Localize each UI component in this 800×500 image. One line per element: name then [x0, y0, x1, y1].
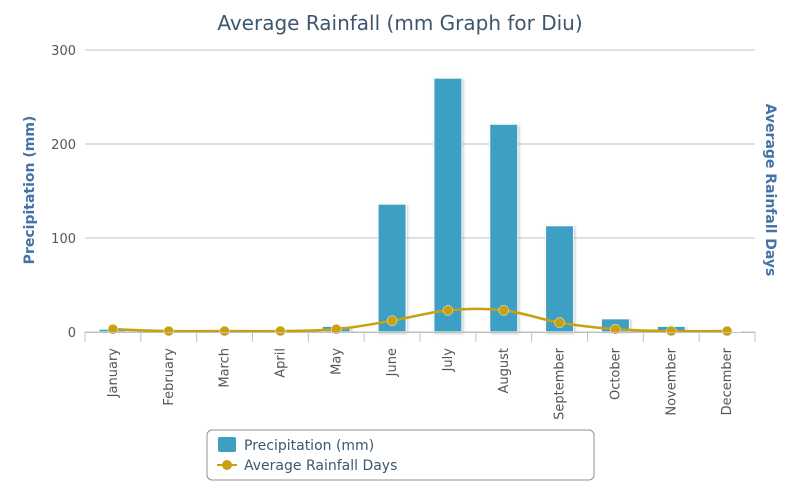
- bar[interactable]: [489, 123, 519, 333]
- line-path: [112, 307, 728, 333]
- bar[interactable]: [377, 203, 407, 333]
- legend-label-rainfall-days: Average Rainfall Days: [244, 458, 397, 474]
- line-point[interactable]: [610, 323, 621, 335]
- x-tick-label: January: [106, 348, 121, 399]
- y-axis-title: Precipitation (mm): [22, 116, 38, 265]
- line-point[interactable]: [554, 317, 565, 328]
- line-point[interactable]: [163, 325, 174, 337]
- line-point[interactable]: [386, 315, 398, 326]
- bar-series: [98, 77, 742, 333]
- x-tick-label: December: [720, 347, 735, 415]
- legend-label-precipitation: Precipitation (mm): [244, 438, 374, 454]
- y-tick-label: 300: [51, 44, 76, 59]
- x-tick-label: August: [497, 348, 512, 394]
- legend-item-precipitation[interactable]: Precipitation (mm): [218, 437, 374, 454]
- y-tick-label: 200: [51, 138, 76, 153]
- line-point[interactable]: [721, 325, 733, 337]
- x-tick-label: April: [273, 348, 288, 378]
- bar[interactable]: [545, 225, 575, 333]
- x-tick-label: September: [553, 347, 568, 420]
- x-tick-label: May: [329, 348, 344, 375]
- y-tick-label: 0: [68, 326, 76, 341]
- y2-axis-title: Average Rainfall Days: [762, 104, 778, 277]
- legend: Precipitation (mm) Average Rainfall Days: [206, 429, 595, 481]
- legend-box: [206, 429, 595, 481]
- line-point[interactable]: [275, 325, 286, 337]
- chart-title: Average Rainfall (mm Graph for Diu): [217, 11, 582, 35]
- x-axis: January February March April May June July Augu…: [84, 332, 756, 420]
- line-point[interactable]: [219, 325, 230, 337]
- legend-marker-swatch: [222, 460, 232, 470]
- x-tick-label: June: [385, 348, 400, 377]
- legend-bar-swatch: [218, 437, 236, 452]
- x-tick-label: November: [664, 347, 679, 415]
- line-point[interactable]: [331, 323, 342, 335]
- legend-item-rainfall-days[interactable]: Average Rainfall Days: [217, 458, 397, 474]
- line-series: [107, 305, 733, 337]
- line-point[interactable]: [107, 323, 119, 335]
- bar[interactable]: [433, 77, 463, 333]
- y-tick-label: 100: [51, 232, 76, 247]
- x-tick-label: July: [441, 348, 456, 373]
- line-point[interactable]: [666, 325, 677, 337]
- line-point[interactable]: [498, 305, 509, 316]
- x-tick-label: March: [218, 348, 233, 388]
- y-axis-ticks: 0 100 200 300: [51, 44, 76, 341]
- x-tick-label: October: [608, 347, 623, 400]
- grid-lines: [85, 49, 755, 333]
- x-tick-label: February: [162, 348, 177, 406]
- line-point[interactable]: [442, 305, 454, 316]
